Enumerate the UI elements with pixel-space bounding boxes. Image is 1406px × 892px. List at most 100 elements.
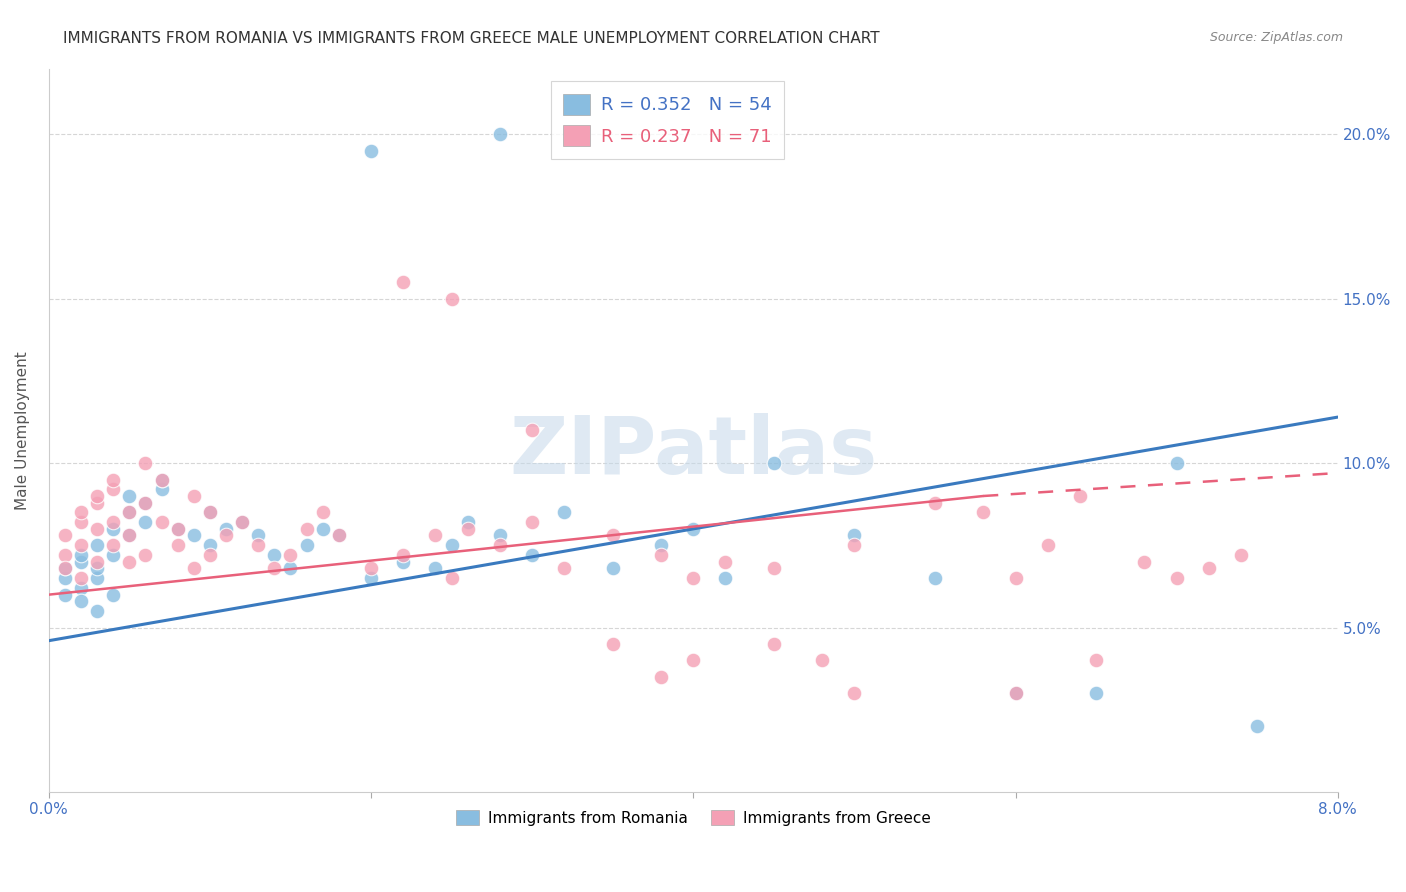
Point (118, 505, 141, 519)
Point (150, 473, 173, 487)
Point (103, 483, 125, 497)
Point (183, 528, 205, 542)
Point (762, 456, 785, 470)
Point (1133, 555, 1156, 569)
Point (134, 516, 156, 530)
Point (520, 548, 543, 562)
Point (103, 522, 125, 536)
Point (1166, 456, 1188, 470)
Point (762, 637, 785, 651)
Point (70, 548, 93, 562)
Point (520, 423, 543, 437)
Point (70, 505, 93, 519)
Point (972, 505, 994, 519)
Point (70, 594, 93, 608)
Point (86, 555, 108, 569)
Point (53, 528, 76, 542)
Y-axis label: Male Unemployment: Male Unemployment (15, 351, 30, 509)
Point (263, 548, 285, 562)
Point (1004, 571, 1026, 585)
Point (150, 483, 173, 497)
Point (53, 588, 76, 602)
Point (1036, 538, 1059, 552)
Point (682, 653, 704, 667)
Point (714, 571, 737, 585)
Point (183, 489, 205, 503)
Point (103, 538, 125, 552)
Point (134, 456, 156, 470)
Point (328, 528, 350, 542)
Point (844, 528, 866, 542)
Point (150, 473, 173, 487)
Point (440, 292, 463, 306)
Point (86, 538, 108, 552)
Text: ZIPatlas: ZIPatlas (509, 413, 877, 491)
Point (103, 548, 125, 562)
Point (118, 505, 141, 519)
Point (489, 128, 512, 142)
Point (844, 538, 866, 552)
Point (70, 571, 93, 585)
Text: IMMIGRANTS FROM ROMANIA VS IMMIGRANTS FROM GREECE MALE UNEMPLOYMENT CORRELATION : IMMIGRANTS FROM ROMANIA VS IMMIGRANTS FR… (63, 31, 880, 46)
Point (392, 548, 415, 562)
Point (311, 505, 333, 519)
Point (328, 528, 350, 542)
Point (650, 670, 672, 684)
Point (360, 144, 382, 158)
Point (70, 581, 93, 595)
Point (295, 538, 318, 552)
Point (602, 528, 624, 542)
Point (844, 686, 866, 700)
Point (231, 516, 253, 530)
Point (311, 522, 333, 536)
Point (53, 571, 76, 585)
Point (166, 522, 188, 536)
Point (811, 653, 834, 667)
Point (553, 505, 575, 519)
Point (118, 555, 141, 569)
Point (489, 528, 512, 542)
Point (1230, 548, 1253, 562)
Point (70, 516, 93, 530)
Point (247, 528, 270, 542)
Point (682, 522, 704, 536)
Point (489, 538, 512, 552)
Point (86, 571, 108, 585)
Point (198, 538, 221, 552)
Point (1246, 719, 1268, 733)
Point (103, 516, 125, 530)
Point (166, 538, 188, 552)
Point (103, 473, 125, 487)
Point (520, 516, 543, 530)
Point (1198, 561, 1220, 575)
Point (198, 548, 221, 562)
Point (553, 561, 575, 575)
Point (86, 489, 108, 503)
Point (198, 505, 221, 519)
Point (215, 522, 238, 536)
Point (70, 538, 93, 552)
Point (150, 516, 173, 530)
Point (392, 555, 415, 569)
Point (247, 538, 270, 552)
Point (1004, 686, 1026, 700)
Point (1069, 489, 1091, 503)
Point (392, 275, 415, 289)
Point (650, 538, 672, 552)
Point (86, 561, 108, 575)
Point (650, 548, 672, 562)
Point (682, 571, 704, 585)
Point (263, 561, 285, 575)
Point (602, 561, 624, 575)
Point (183, 561, 205, 575)
Point (924, 571, 946, 585)
Point (215, 528, 238, 542)
Point (280, 561, 302, 575)
Point (134, 495, 156, 509)
Point (280, 548, 302, 562)
Point (457, 516, 479, 530)
Point (924, 495, 946, 509)
Point (425, 528, 447, 542)
Point (360, 571, 382, 585)
Point (118, 489, 141, 503)
